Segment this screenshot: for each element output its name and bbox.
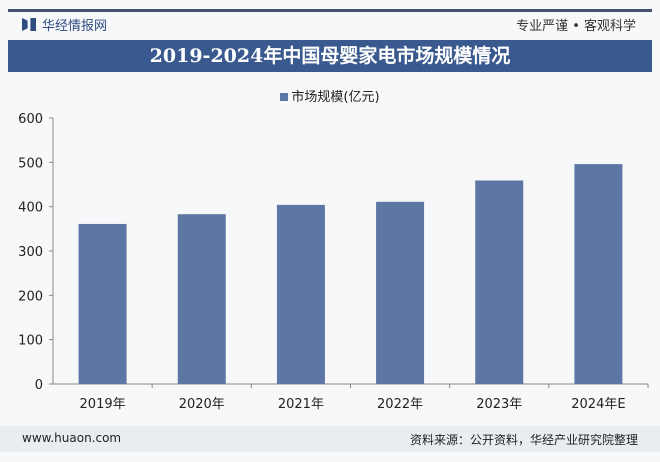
brand-name: 华经情报网 — [42, 19, 108, 34]
chart-title: 2019-2024年中国母婴家电市场规模情况 — [8, 40, 652, 72]
y-tick-label: 600 — [18, 112, 43, 127]
top-rule — [8, 9, 652, 12]
x-tick-label: 2019年 — [80, 397, 126, 412]
brand: 华经情报网 — [22, 15, 107, 34]
bar — [574, 164, 623, 384]
bar — [276, 204, 325, 384]
x-tick-label: 2021年 — [278, 397, 324, 412]
y-tick-label: 0 — [35, 378, 43, 393]
bar — [475, 180, 524, 384]
y-tick-label: 500 — [18, 156, 43, 171]
footer-source: 资料来源：公开资料，华经产业研究院整理 — [409, 433, 638, 447]
slogan: 专业严谨 • 客观科学 — [516, 19, 636, 34]
legend-label: 市场规模(亿元) — [291, 90, 380, 105]
x-tick-label: 2022年 — [377, 397, 423, 412]
bar — [376, 201, 425, 384]
legend: 市场规模(亿元) — [0, 86, 660, 105]
legend-swatch — [280, 93, 289, 101]
bar — [78, 223, 127, 384]
y-tick-label: 100 — [18, 334, 43, 349]
footer-website: www.huaon.com — [22, 431, 122, 445]
x-tick-label: 2020年 — [179, 397, 225, 412]
bar — [177, 214, 226, 384]
x-tick-label: 2024年E — [571, 397, 625, 412]
footer-band — [0, 426, 660, 452]
y-tick-label: 300 — [18, 245, 43, 260]
y-tick-label: 200 — [18, 289, 43, 304]
y-tick-label: 400 — [18, 201, 43, 216]
x-tick-label: 2023年 — [476, 397, 522, 412]
